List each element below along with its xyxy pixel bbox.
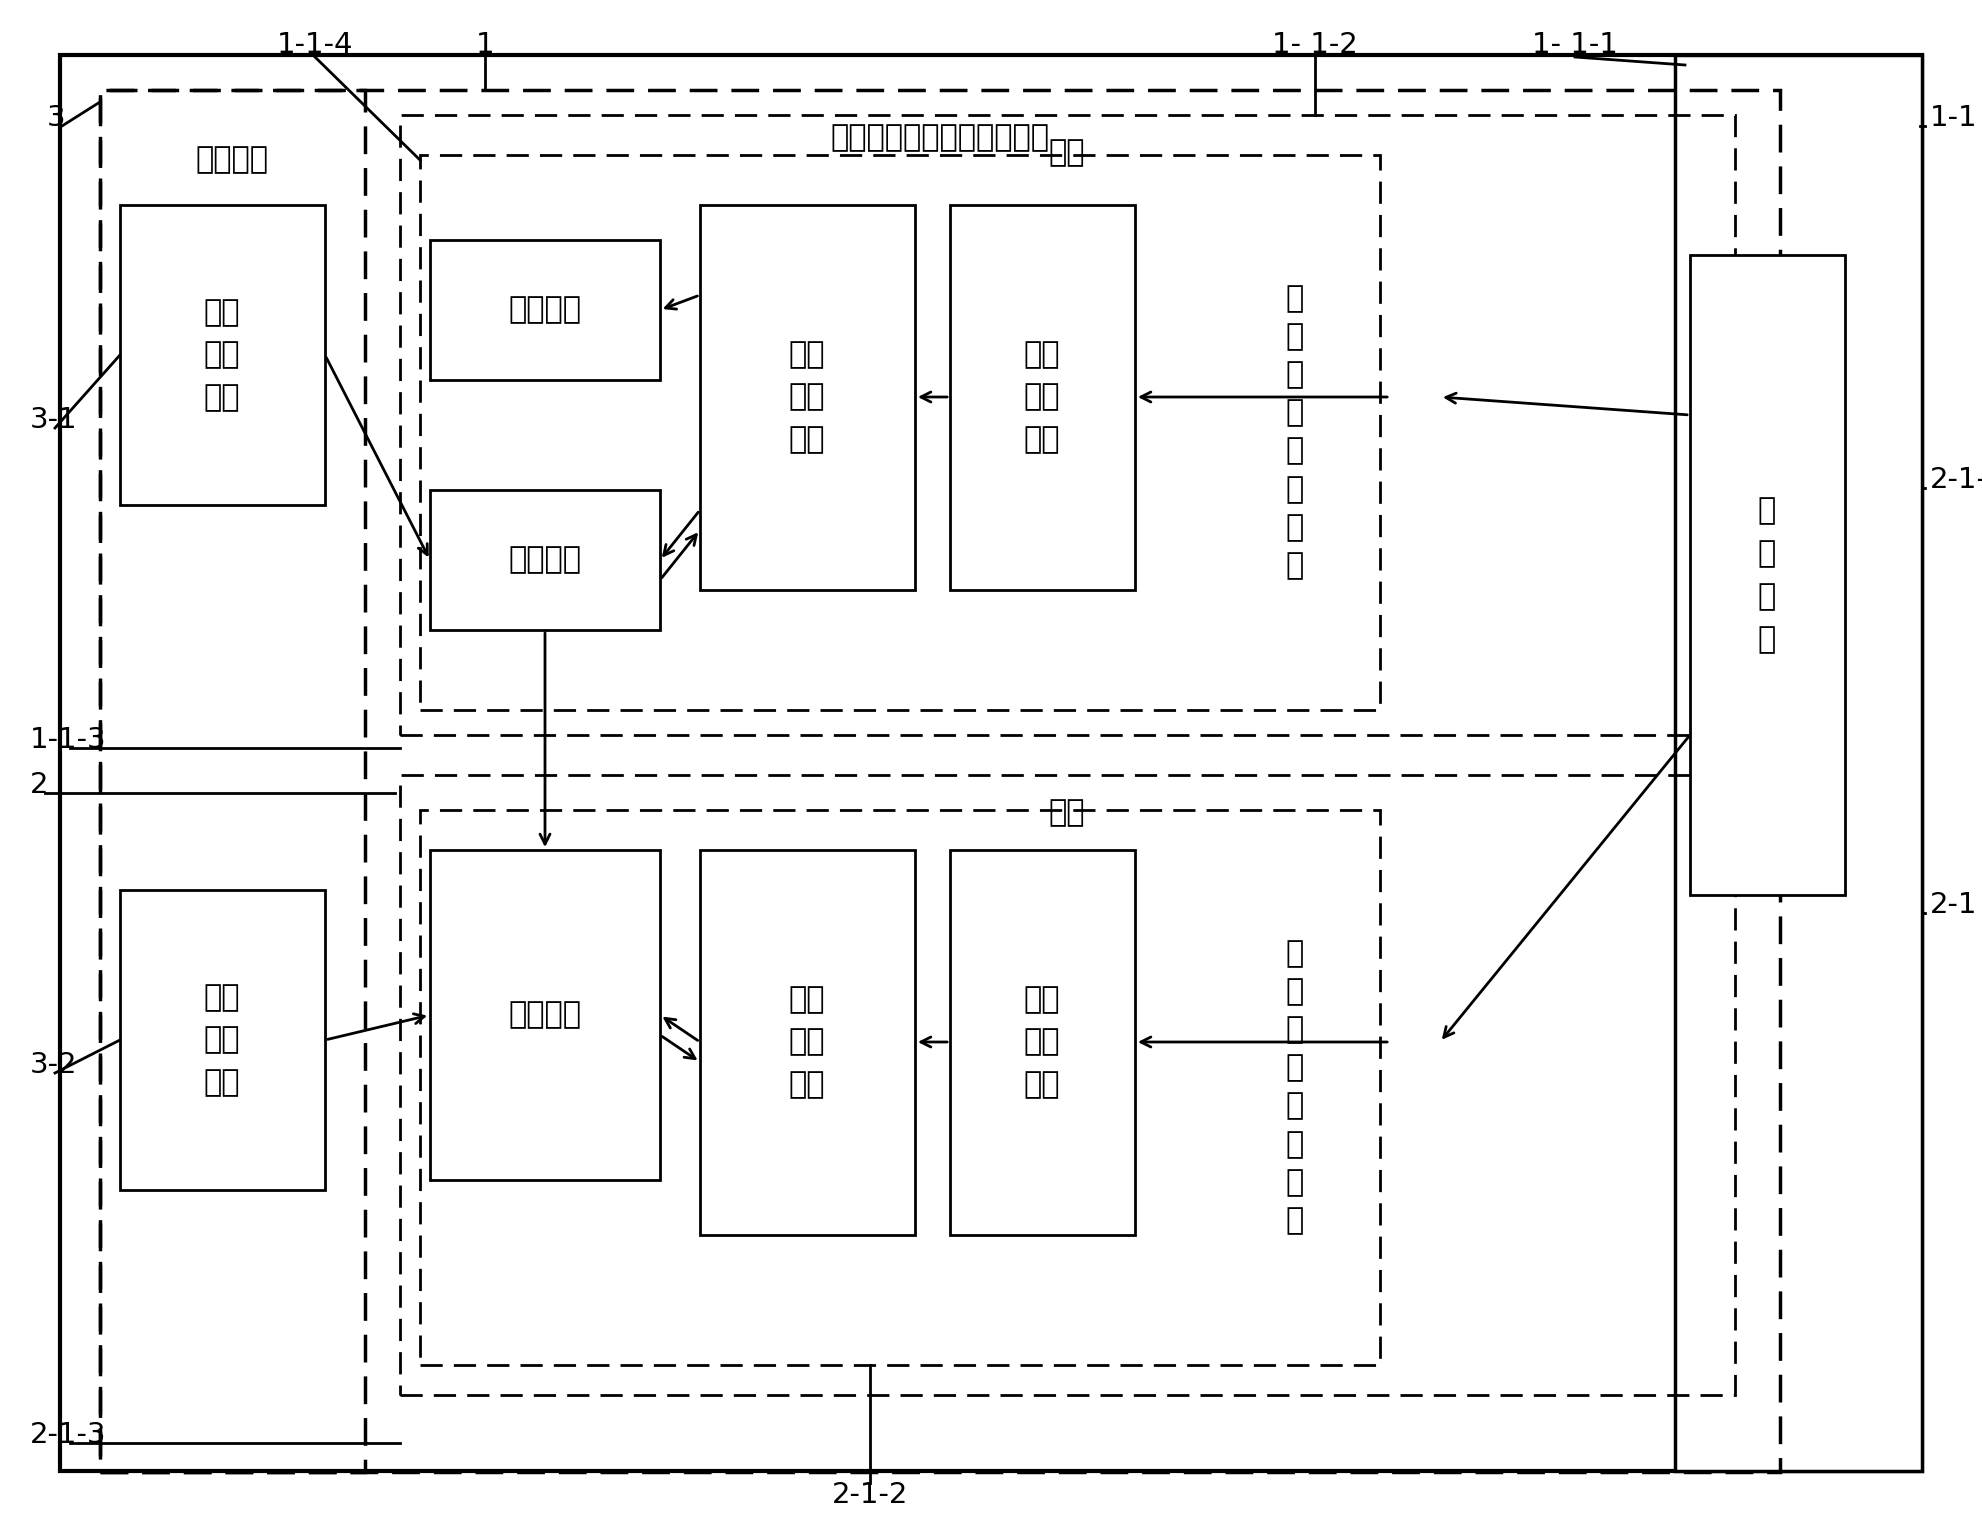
Text: 1- 1-2: 1- 1-2 bbox=[1272, 31, 1358, 60]
Text: 2: 2 bbox=[30, 771, 48, 800]
Bar bbox=[700, 204, 916, 591]
Text: 1: 1 bbox=[476, 31, 494, 60]
Text: 2-1-3: 2-1-3 bbox=[30, 1421, 107, 1450]
Bar bbox=[949, 204, 1136, 591]
Text: 2-1-1: 2-1-1 bbox=[1930, 465, 1982, 494]
Bar bbox=[99, 90, 1780, 1473]
Bar bbox=[99, 90, 365, 1473]
Bar bbox=[430, 240, 660, 380]
Text: 手套
供电
单元: 手套 供电 单元 bbox=[204, 983, 240, 1097]
Text: 医
生
按
压: 医 生 按 压 bbox=[1758, 496, 1776, 653]
Text: 3-2: 3-2 bbox=[30, 1051, 77, 1079]
Bar bbox=[430, 490, 660, 630]
Text: 腕带: 腕带 bbox=[1048, 139, 1086, 168]
Bar bbox=[121, 890, 325, 1190]
Text: 压力
测量
模块: 压力 测量 模块 bbox=[1025, 984, 1060, 1099]
Text: 电源模块: 电源模块 bbox=[196, 145, 268, 174]
Text: 按
压
压
力
测
量
单
元: 按 压 压 力 测 量 单 元 bbox=[1286, 938, 1304, 1235]
Text: 核心
控制
单元: 核心 控制 单元 bbox=[789, 340, 825, 455]
Bar bbox=[400, 114, 1734, 736]
Text: 1-1: 1-1 bbox=[1930, 104, 1978, 133]
Text: 腕带
供电
单元: 腕带 供电 单元 bbox=[204, 298, 240, 412]
Bar bbox=[121, 204, 325, 505]
Bar bbox=[949, 850, 1136, 1235]
Text: 1-1-4: 1-1-4 bbox=[277, 31, 353, 60]
Bar bbox=[400, 775, 1734, 1395]
Text: 惯性
测量
模块: 惯性 测量 模块 bbox=[1025, 340, 1060, 455]
Text: 核心
控制
单元: 核心 控制 单元 bbox=[789, 984, 825, 1099]
Text: 1- 1-1: 1- 1-1 bbox=[1532, 31, 1617, 60]
Bar bbox=[420, 810, 1379, 1364]
Text: 通信单元: 通信单元 bbox=[509, 545, 581, 574]
Bar bbox=[700, 850, 916, 1235]
Text: 3-1: 3-1 bbox=[30, 406, 77, 433]
Text: 1-1-3: 1-1-3 bbox=[30, 726, 107, 754]
Bar bbox=[430, 850, 660, 1180]
Text: 手套: 手套 bbox=[1048, 798, 1086, 827]
Bar bbox=[1691, 255, 1845, 896]
Text: 存储单元: 存储单元 bbox=[509, 296, 581, 325]
Text: 心肺复苏胸外按压检测装置: 心肺复苏胸外按压检测装置 bbox=[830, 124, 1050, 153]
Text: 通信单元: 通信单元 bbox=[509, 1001, 581, 1030]
Text: 按
压
惯
性
测
量
单
元: 按 压 惯 性 测 量 单 元 bbox=[1286, 284, 1304, 580]
Text: 2-1: 2-1 bbox=[1930, 891, 1978, 919]
Text: 3: 3 bbox=[48, 104, 65, 133]
Bar bbox=[420, 156, 1379, 710]
Text: 2-1-2: 2-1-2 bbox=[832, 1482, 908, 1509]
Bar bbox=[1675, 55, 1923, 1471]
